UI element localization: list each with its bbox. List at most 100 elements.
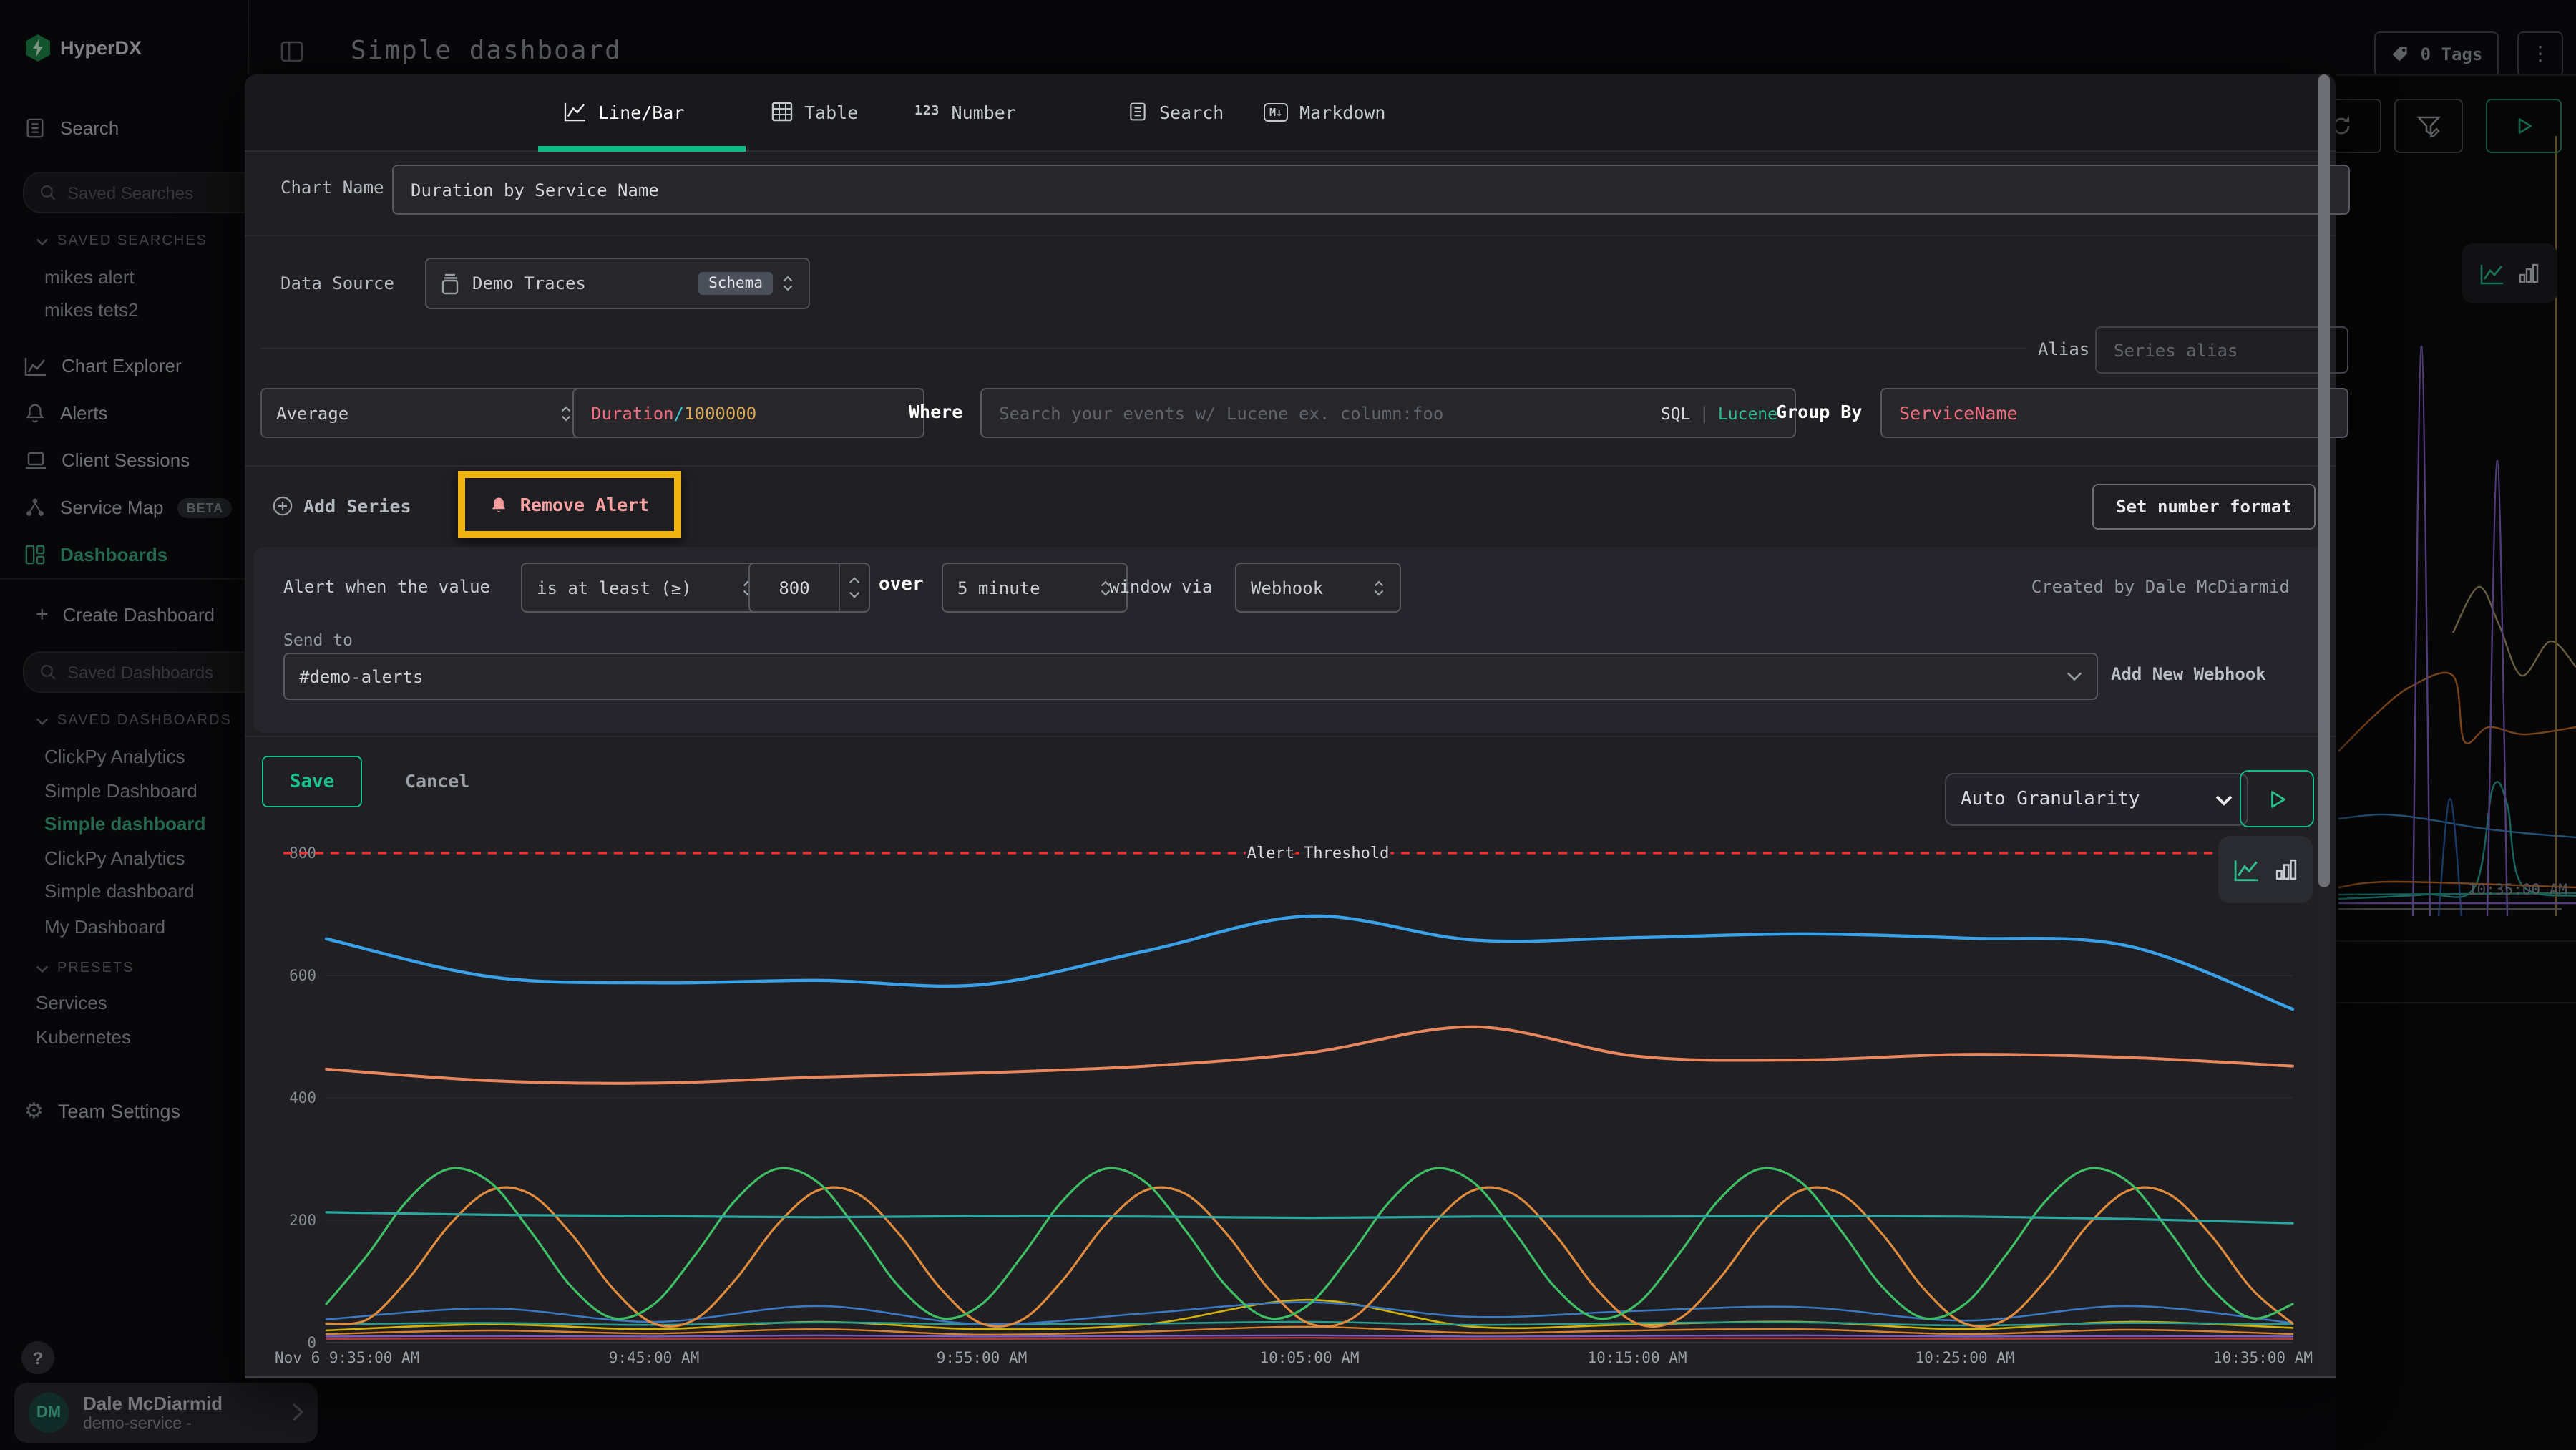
- bell-icon: [26, 404, 44, 423]
- tab-number[interactable]: 123 Number: [914, 74, 1016, 149]
- chart-name-label: Chart Name: [280, 177, 384, 198]
- tab-label: Table: [804, 101, 859, 122]
- svg-text:10:25:00 AM: 10:25:00 AM: [1915, 1349, 2014, 1366]
- svg-text:9:45:00 AM: 9:45:00 AM: [609, 1349, 699, 1366]
- run-query-button[interactable]: [2486, 99, 2562, 153]
- saved-dashboards-header[interactable]: SAVED DASHBOARDS: [36, 713, 232, 729]
- dashboard-item[interactable]: Simple Dashboard: [44, 780, 197, 802]
- granularity-select[interactable]: Auto Granularity: [1945, 773, 2248, 826]
- data-source-select[interactable]: Demo Traces Schema: [425, 258, 810, 309]
- stepper-up-icon[interactable]: [849, 577, 860, 584]
- line-chart-icon[interactable]: [2234, 858, 2260, 881]
- chart-line-icon: [24, 357, 46, 376]
- sidebar-item-dashboards[interactable]: Dashboards: [24, 544, 167, 565]
- set-number-format-button[interactable]: Set number format: [2092, 484, 2316, 530]
- chart-type-toggle[interactable]: [2218, 836, 2313, 903]
- alias-label: Alias: [2038, 339, 2090, 359]
- save-button[interactable]: Save: [262, 756, 362, 807]
- chart-name-input[interactable]: Duration by Service Name: [392, 165, 2350, 215]
- alert-channel-select[interactable]: Webhook: [1235, 563, 1401, 613]
- svg-text:10:35:00 AM: 10:35:00 AM: [2213, 1349, 2313, 1366]
- bg-chart-type-toggle[interactable]: [2462, 243, 2557, 303]
- user-card[interactable]: DM Dale McDiarmid demo-service -: [14, 1383, 318, 1443]
- alias-input[interactable]: Series alias: [2095, 326, 2348, 374]
- number-123-icon: 123: [914, 104, 940, 119]
- table-icon: [771, 102, 793, 122]
- bar-chart-icon[interactable]: [2519, 263, 2539, 283]
- sidebar-item-team-settings[interactable]: ⚙ Team Settings: [24, 1098, 180, 1124]
- dashboard-item[interactable]: ClickPy Analytics: [44, 746, 185, 767]
- alert-condition-select[interactable]: is at least (≥): [521, 563, 770, 613]
- svg-text:800: 800: [289, 845, 316, 862]
- tile-divider: [2336, 940, 2576, 942]
- chevron-down-icon: [36, 965, 49, 973]
- filter-button[interactable]: [2394, 99, 2463, 153]
- tab-label: Markdown: [1299, 101, 1386, 122]
- alert-window-select[interactable]: 5 minute: [942, 563, 1128, 613]
- sidebar-item-label: Alerts: [60, 402, 108, 424]
- plus-icon: +: [36, 603, 49, 627]
- add-series-button[interactable]: Add Series: [272, 484, 411, 527]
- tab-markdown[interactable]: M↓ Markdown: [1264, 74, 1386, 149]
- sidebar-item-client-sessions[interactable]: Client Sessions: [24, 449, 190, 471]
- tab-line-bar[interactable]: Line/Bar: [564, 74, 684, 149]
- lucene-toggle[interactable]: Lucene: [1717, 403, 1777, 423]
- where-label: Where: [909, 401, 963, 422]
- sidebar-item-chart-explorer[interactable]: Chart Explorer: [24, 355, 182, 376]
- dashboard-item[interactable]: My Dashboard: [44, 916, 166, 938]
- group-by-label: Group By: [1776, 401, 1863, 422]
- cancel-button[interactable]: Cancel: [405, 770, 470, 792]
- create-dashboard-button[interactable]: + Create Dashboard: [36, 603, 215, 627]
- edit-chart-modal: Line/Bar Table 123 Number Search M↓ Mark…: [245, 74, 2350, 1378]
- dashboard-item-active[interactable]: Simple dashboard: [44, 813, 206, 835]
- saved-searches-header[interactable]: SAVED SEARCHES: [36, 233, 208, 249]
- preset-item[interactable]: Services: [36, 992, 107, 1013]
- bell-icon: [492, 497, 506, 512]
- avatar: DM: [29, 1393, 69, 1433]
- service-map-icon: [26, 498, 44, 516]
- dashboard-item[interactable]: ClickPy Analytics: [44, 847, 185, 869]
- where-search-input[interactable]: Search your events w/ Lucene ex. column:…: [980, 388, 1796, 438]
- tab-search[interactable]: Search: [1128, 74, 1224, 149]
- saved-searches-placeholder: Saved Searches: [67, 183, 194, 203]
- field-expression-input[interactable]: Duration/1000000: [572, 388, 924, 438]
- user-name: Dale McDiarmid: [83, 1393, 223, 1414]
- add-new-webhook-button[interactable]: Add New Webhook: [2111, 664, 2266, 684]
- sidebar-item-alerts[interactable]: Alerts: [24, 402, 107, 424]
- laptop-icon: [26, 451, 46, 469]
- group-by-input[interactable]: ServiceName: [1880, 388, 2348, 438]
- tab-table[interactable]: Table: [771, 74, 858, 149]
- run-chart-button[interactable]: [2240, 770, 2314, 827]
- strip-topbar-divider: [2336, 74, 2576, 76]
- send-to-select[interactable]: #demo-alerts: [283, 653, 2098, 700]
- svg-text:Alert Threshold: Alert Threshold: [1247, 845, 1390, 862]
- hyperdx-logo-icon: [26, 34, 50, 62]
- data-source-value: Demo Traces: [472, 273, 586, 293]
- svg-text:10:15:00 AM: 10:15:00 AM: [1587, 1349, 1687, 1366]
- alert-threshold-input[interactable]: 800: [748, 563, 870, 613]
- modal-scrollbar-thumb[interactable]: [2318, 74, 2330, 887]
- sidebar-collapse-icon[interactable]: [280, 40, 303, 63]
- number-stepper[interactable]: [839, 564, 869, 611]
- saved-search-item[interactable]: mikes tets2: [44, 299, 139, 321]
- tab-label: Line/Bar: [598, 101, 685, 122]
- sql-toggle[interactable]: SQL: [1660, 403, 1691, 423]
- help-button[interactable]: ?: [21, 1341, 54, 1374]
- sidebar-item-label: Service Map: [60, 497, 164, 518]
- remove-alert-button[interactable]: Remove Alert: [490, 494, 649, 515]
- dashboard-item[interactable]: Simple dashboard: [44, 880, 195, 902]
- preset-item[interactable]: Kubernetes: [36, 1026, 131, 1048]
- aggregation-select[interactable]: Average: [260, 388, 588, 438]
- sidebar-item-search[interactable]: Search: [24, 117, 119, 139]
- gear-icon: ⚙: [24, 1098, 44, 1124]
- bar-chart-icon[interactable]: [2275, 859, 2297, 880]
- saved-search-item[interactable]: mikes alert: [44, 266, 135, 288]
- stepper-down-icon[interactable]: [849, 591, 860, 598]
- line-chart-icon[interactable]: [2480, 263, 2504, 284]
- select-chevrons-icon: [561, 405, 571, 421]
- brand-name: HyperDX: [60, 37, 142, 59]
- chevron-down-icon: [36, 238, 49, 245]
- divider: [245, 465, 2336, 467]
- sidebar-item-service-map[interactable]: Service Map BETA: [24, 497, 233, 518]
- presets-header[interactable]: PRESETS: [36, 960, 134, 976]
